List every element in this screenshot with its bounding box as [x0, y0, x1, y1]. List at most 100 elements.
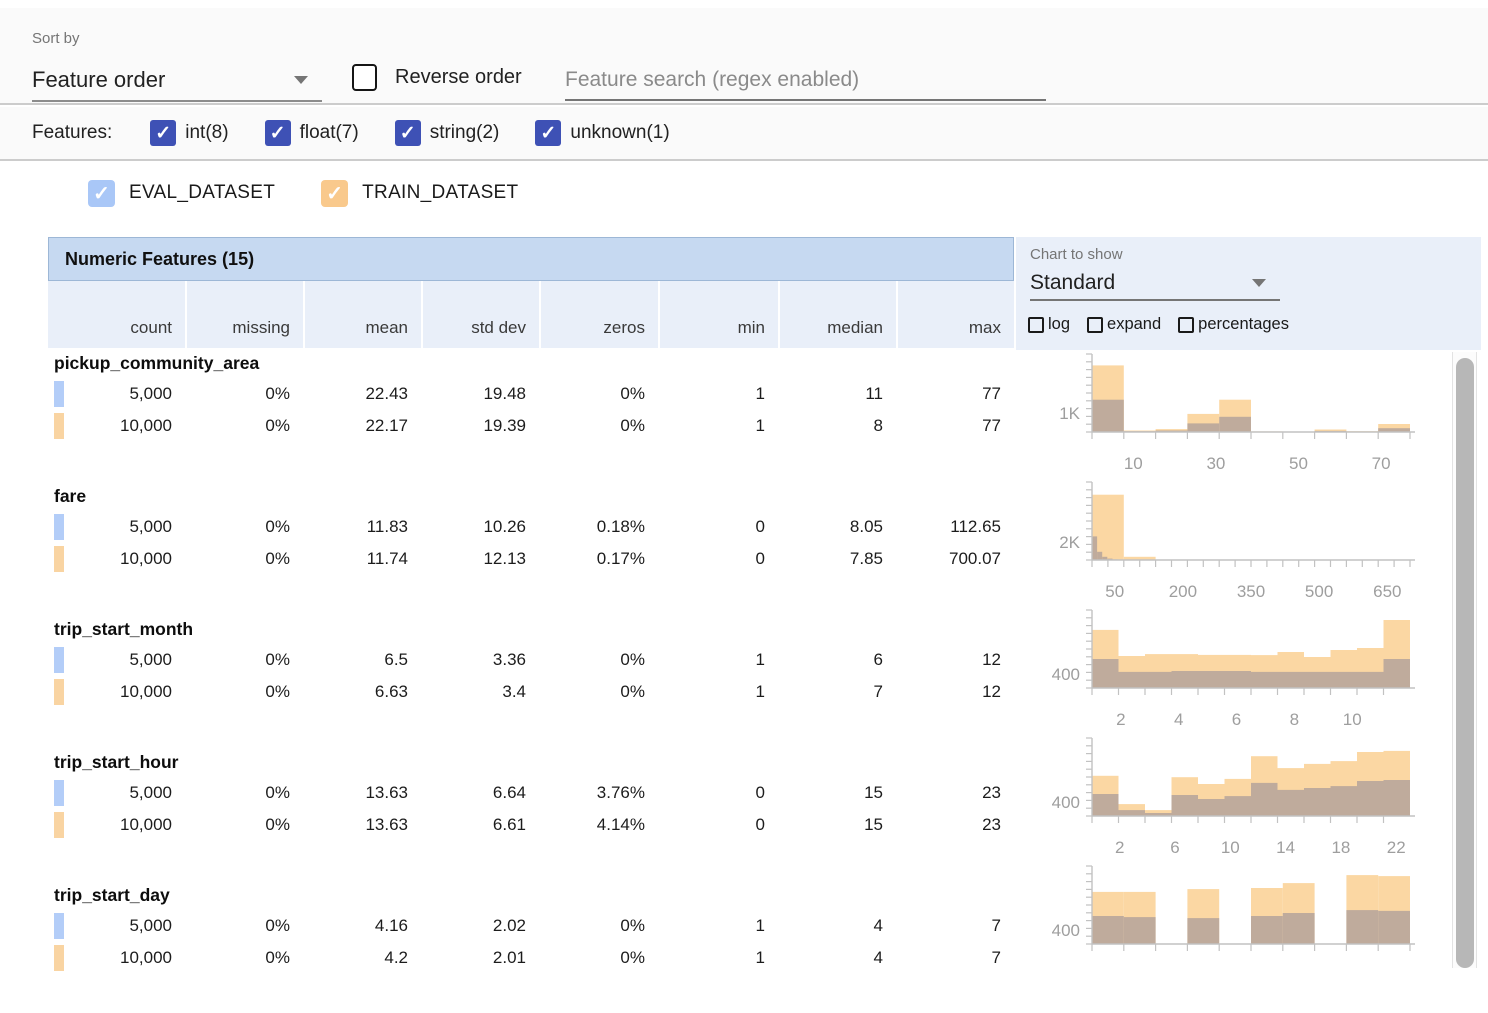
stat-cell-zeros: 0%: [539, 916, 658, 936]
stat-cell-min: 1: [658, 384, 778, 404]
chevron-down-icon: [294, 76, 308, 84]
svg-text:10: 10: [1343, 710, 1362, 729]
dataset-color-swatch: [54, 546, 64, 572]
svg-text:1K: 1K: [1059, 404, 1080, 423]
unchecked-checkbox-icon[interactable]: [1087, 317, 1103, 333]
vertical-scrollbar-track[interactable]: [1452, 352, 1477, 968]
feature-name: trip_start_month: [54, 619, 1014, 643]
svg-text:10: 10: [1221, 838, 1240, 857]
dataset-color-swatch: [54, 679, 64, 705]
sort-by-select[interactable]: Feature order: [32, 60, 322, 102]
stat-cell-median: 15: [778, 783, 896, 803]
stat-cell-missing: 0%: [185, 650, 303, 670]
stat-cell-max: 12: [896, 650, 1014, 670]
svg-text:22: 22: [1387, 838, 1406, 857]
stat-cell-median: 6: [778, 650, 896, 670]
stat-cell-max: 77: [896, 416, 1014, 436]
stat-cell-zeros: 4.14%: [539, 815, 658, 835]
stats-row-eval_dataset: 5,0000%13.636.643.76%01523: [48, 777, 1014, 809]
chart-option-log: log: [1028, 315, 1070, 334]
vertical-scrollbar-thumb[interactable]: [1456, 358, 1474, 968]
stat-cell-std-dev: 12.13: [421, 549, 539, 569]
stat-cell-missing: 0%: [185, 783, 303, 803]
stat-cell-zeros: 0%: [539, 650, 658, 670]
checked-checkbox-icon[interactable]: ✓: [395, 120, 421, 146]
checked-checkbox-icon[interactable]: ✓: [321, 180, 348, 207]
feature-group-pickup_community_area: pickup_community_area5,0000%22.4319.480%…: [48, 353, 1014, 481]
stat-cell-std-dev: 19.48: [421, 384, 539, 404]
stat-cell-missing: 0%: [185, 916, 303, 936]
stat-cell-count: 10,000: [48, 815, 185, 835]
dataset-color-swatch: [54, 647, 64, 673]
stats-row-train_dataset: 10,0000%4.22.010%147: [48, 942, 1014, 974]
stat-cell-mean: 4.16: [303, 916, 421, 936]
stat-cell-median: 7: [778, 682, 896, 702]
stats-row-train_dataset: 10,0000%13.636.614.14%01523: [48, 809, 1014, 841]
stats-row-train_dataset: 10,0000%6.633.40%1712: [48, 676, 1014, 708]
stat-cell-std-dev: 6.64: [421, 783, 539, 803]
svg-text:14: 14: [1276, 838, 1295, 857]
dataset-color-swatch: [54, 780, 64, 806]
feature-name: trip_start_hour: [54, 752, 1014, 776]
checked-checkbox-icon[interactable]: ✓: [150, 120, 176, 146]
feature-type-filter-int: ✓int(8): [150, 120, 228, 146]
dataset-label: TRAIN_DATASET: [362, 182, 518, 204]
table-title: Numeric Features (15): [48, 237, 1014, 281]
dataset-legend-bar: ✓EVAL_DATASET✓TRAIN_DATASET: [0, 163, 1488, 223]
checked-checkbox-icon[interactable]: ✓: [535, 120, 561, 146]
histogram-trip_start_month: 246810400: [1030, 608, 1470, 736]
chart-type-select[interactable]: Standard: [1030, 267, 1280, 301]
feature-type-filter-string: ✓string(2): [395, 120, 500, 146]
stat-cell-count: 5,000: [48, 517, 185, 537]
stat-cell-count: 5,000: [48, 384, 185, 404]
reverse-order-checkbox[interactable]: [352, 64, 377, 91]
stat-cell-mean: 11.83: [303, 517, 421, 537]
column-header-zeros: zeros: [539, 281, 658, 348]
stat-cell-median: 8.05: [778, 517, 896, 537]
histogram-svg-pickup_community_area: 103050701K: [1030, 352, 1470, 480]
dataset-color-swatch: [54, 514, 64, 540]
stat-cell-min: 0: [658, 815, 778, 835]
chevron-down-icon: [1252, 279, 1266, 287]
stat-cell-missing: 0%: [185, 517, 303, 537]
dataset-color-swatch: [54, 812, 64, 838]
feature-type-filter-label: float(7): [300, 122, 359, 144]
sort-by-value: Feature order: [32, 67, 165, 93]
svg-text:400: 400: [1052, 665, 1080, 684]
histogram-svg-fare: 502003505006502K: [1030, 480, 1470, 608]
feature-name: fare: [54, 486, 1014, 510]
stat-cell-median: 15: [778, 815, 896, 835]
feature-search-input[interactable]: [565, 60, 1046, 101]
stat-cell-zeros: 0%: [539, 948, 658, 968]
svg-text:2: 2: [1116, 710, 1125, 729]
unchecked-checkbox-icon[interactable]: [1028, 317, 1044, 333]
stat-cell-median: 7.85: [778, 549, 896, 569]
stat-cell-max: 23: [896, 815, 1014, 835]
svg-text:500: 500: [1305, 582, 1333, 601]
feature-group-trip_start_month: trip_start_month5,0000%6.53.360%161210,0…: [48, 619, 1014, 747]
checked-checkbox-icon[interactable]: ✓: [265, 120, 291, 146]
stat-cell-median: 4: [778, 916, 896, 936]
svg-text:18: 18: [1331, 838, 1350, 857]
dataset-color-swatch: [54, 913, 64, 939]
svg-text:10: 10: [1124, 454, 1143, 473]
chart-option-percentages: percentages: [1178, 315, 1289, 334]
svg-text:650: 650: [1373, 582, 1401, 601]
feature-group-fare: fare5,0000%11.8310.260.18%08.05112.6510,…: [48, 486, 1014, 614]
unchecked-checkbox-icon[interactable]: [1178, 317, 1194, 333]
checked-checkbox-icon[interactable]: ✓: [88, 180, 115, 207]
stat-cell-std-dev: 10.26: [421, 517, 539, 537]
stat-cell-zeros: 3.76%: [539, 783, 658, 803]
svg-text:4: 4: [1174, 710, 1183, 729]
stats-row-eval_dataset: 5,0000%22.4319.480%11177: [48, 378, 1014, 410]
stat-cell-min: 1: [658, 916, 778, 936]
stat-cell-min: 1: [658, 948, 778, 968]
stat-cell-max: 7: [896, 916, 1014, 936]
stat-cell-max: 7: [896, 948, 1014, 968]
histogram-svg-trip_start_day: 400: [1030, 864, 1470, 968]
sort-toolbar: Sort by Feature order Reverse order: [0, 8, 1488, 105]
stat-cell-std-dev: 19.39: [421, 416, 539, 436]
histogram-fare: 502003505006502K: [1030, 480, 1470, 608]
svg-text:50: 50: [1289, 454, 1308, 473]
svg-text:350: 350: [1237, 582, 1265, 601]
